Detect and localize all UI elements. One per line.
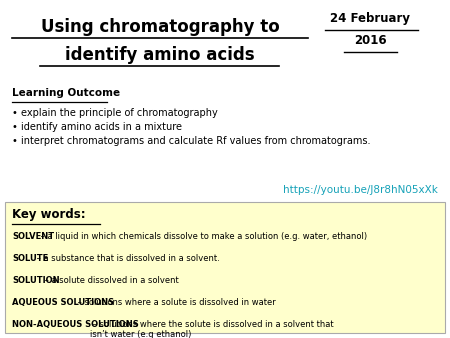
Text: Using chromatography to: Using chromatography to [40,18,279,36]
Text: – solutions where a solute is dissolved in water: – solutions where a solute is dissolved … [75,298,276,307]
Text: – solutions where the solute is dissolved in a solvent that
isn’t water (e.g eth: – solutions where the solute is dissolve… [90,320,334,338]
Text: 2016: 2016 [354,34,386,47]
Text: NON-AQUEOUS SOLUTIONS: NON-AQUEOUS SOLUTIONS [12,320,139,329]
Text: Key words:: Key words: [12,208,86,221]
Text: identify amino acids: identify amino acids [65,46,255,64]
Text: SOLUTION: SOLUTION [12,276,59,285]
Text: • explain the principle of chromatography: • explain the principle of chromatograph… [12,108,218,118]
Text: – a liquid in which chemicals dissolve to make a solution (e.g. water, ethanol): – a liquid in which chemicals dissolve t… [38,232,367,241]
Text: – a substance that is dissolved in a solvent.: – a substance that is dissolved in a sol… [34,254,220,263]
Text: https://youtu.be/J8r8hN05xXk: https://youtu.be/J8r8hN05xXk [283,185,438,195]
Text: 24 February: 24 February [330,12,410,25]
Text: – a solute dissolved in a solvent: – a solute dissolved in a solvent [42,276,179,285]
FancyBboxPatch shape [5,202,445,333]
Text: • identify amino acids in a mixture: • identify amino acids in a mixture [12,122,182,132]
Text: • interpret chromatograms and calculate Rf values from chromatograms.: • interpret chromatograms and calculate … [12,136,370,146]
Text: SOLVENT: SOLVENT [12,232,54,241]
Text: SOLUTE: SOLUTE [12,254,48,263]
Text: AQUEOUS SOLUTIONS: AQUEOUS SOLUTIONS [12,298,114,307]
Text: Learning Outcome: Learning Outcome [12,88,120,98]
